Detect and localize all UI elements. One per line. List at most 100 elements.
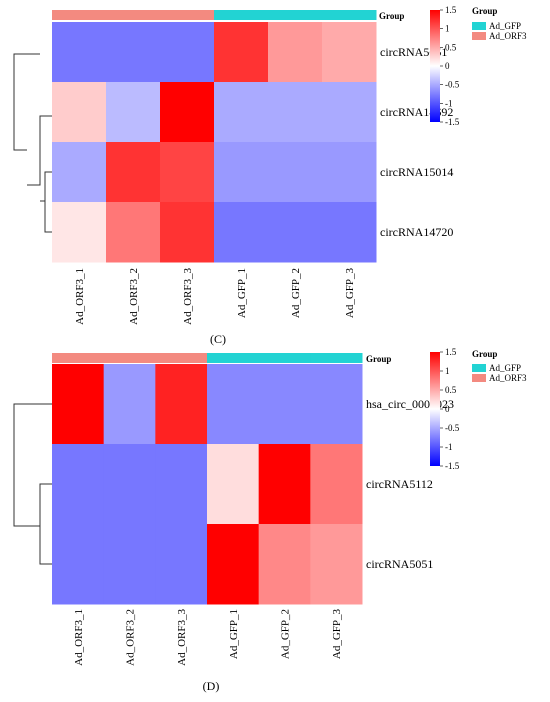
heatmap-cell xyxy=(160,82,215,143)
heatmap-cell xyxy=(322,202,377,263)
heatmap-cell xyxy=(52,22,107,83)
column-label: Ad_ORF3_1 xyxy=(73,609,85,666)
colorbar-tick-label: -1.5 xyxy=(445,117,460,127)
heatmap-cell xyxy=(106,22,161,83)
row-dendrogram-branch xyxy=(40,171,52,202)
group-bar-cell xyxy=(207,353,260,363)
group-bar-cell xyxy=(52,353,105,363)
colorbar-tick-label: -1.5 xyxy=(445,461,460,471)
heatmap-cell xyxy=(322,142,377,203)
colorbar-tick-label: -0.5 xyxy=(445,80,460,90)
heatmap-cell xyxy=(155,444,208,525)
heatmap-cell xyxy=(155,524,208,605)
group-bar-cell xyxy=(268,10,323,20)
group-bar-cell xyxy=(155,353,208,363)
row-dendrogram-branch xyxy=(13,53,40,151)
row-dendrogram-branch xyxy=(39,483,52,565)
heatmap-cell xyxy=(52,444,105,525)
legend-label: Ad_ORF3 xyxy=(489,31,527,41)
colorbar-tick-label: 1 xyxy=(445,366,450,376)
heatmap-cell xyxy=(52,364,105,445)
column-label: Ad_GFP_2 xyxy=(280,609,292,659)
column-label: Ad_ORF3_3 xyxy=(176,609,188,666)
heatmap-cell xyxy=(214,202,269,263)
heatmap-cell xyxy=(310,364,363,445)
colorbar-tick-label: 1.5 xyxy=(445,347,457,357)
heatmap-cell xyxy=(268,82,323,143)
row-dendrogram-branch xyxy=(13,403,52,527)
group-bar-cell xyxy=(160,10,215,20)
colorbar xyxy=(430,10,440,122)
group-bar-cell xyxy=(106,10,161,20)
colorbar-tick-label: -1 xyxy=(445,442,453,452)
heatmap-cell xyxy=(160,142,215,203)
column-label: Ad_GFP_3 xyxy=(331,609,343,660)
heatmap-cell xyxy=(155,364,208,445)
row-label: circRNA14692 xyxy=(380,105,453,119)
heatmap-cell xyxy=(160,202,215,263)
group-bar-cell xyxy=(214,10,269,20)
panel-label: (D) xyxy=(203,679,220,693)
group-bar-cell xyxy=(258,353,311,363)
heatmap-cell xyxy=(106,142,161,203)
colorbar-tick-label: 0 xyxy=(445,61,450,71)
colorbar-tick-label: -0.5 xyxy=(445,423,460,433)
heatmap-cell xyxy=(322,22,377,83)
heatmap-cell xyxy=(103,444,156,525)
heatmap-cell xyxy=(214,142,269,203)
group-bar-cell xyxy=(310,353,363,363)
heatmap-cell xyxy=(106,82,161,143)
legend-swatch xyxy=(472,364,486,372)
heatmap-cell xyxy=(207,524,260,605)
column-label: Ad_GFP_3 xyxy=(344,268,356,319)
group-bar-cell xyxy=(103,353,156,363)
legend-swatch xyxy=(472,22,486,30)
heatmap-cell xyxy=(103,364,156,445)
colorbar-tick-label: 1.5 xyxy=(445,5,457,15)
legend-label: Ad_GFP xyxy=(489,21,521,31)
colorbar xyxy=(430,352,440,466)
colorbar-tick-label: 0.5 xyxy=(445,385,457,395)
heatmap-cell xyxy=(207,364,260,445)
heatmap-cell xyxy=(52,202,107,263)
heatmap-cell xyxy=(268,142,323,203)
column-label: Ad_GFP_2 xyxy=(290,268,302,318)
heatmap-cell xyxy=(103,524,156,605)
colorbar-tick-label: 0 xyxy=(445,404,450,414)
row-dendrogram-branch xyxy=(44,172,52,233)
heatmap-cell xyxy=(52,82,107,143)
column-label: Ad_ORF3_2 xyxy=(128,268,140,325)
group-bar-cell xyxy=(322,10,377,20)
column-label: Ad_ORF3_1 xyxy=(74,268,86,325)
panel-label: (C) xyxy=(210,332,226,346)
row-label: circRNA15014 xyxy=(380,165,453,179)
heatmap-panel-0: GroupcircRNA5051circRNA14692circRNA15014… xyxy=(13,5,527,346)
heatmap-cell xyxy=(52,142,107,203)
heatmap-cell xyxy=(322,82,377,143)
heatmap-cell xyxy=(214,82,269,143)
legend-title: Group xyxy=(472,6,497,16)
legend-swatch xyxy=(472,32,486,40)
heatmap-cell xyxy=(268,202,323,263)
heatmap-panel-1: Grouphsa_circ_0001023circRNA5112circRNA5… xyxy=(13,347,527,693)
group-bar-title: Group xyxy=(366,354,391,364)
heatmap-cell xyxy=(310,444,363,525)
row-label: circRNA5051 xyxy=(366,557,433,571)
group-bar-title: Group xyxy=(379,11,404,21)
column-label: Ad_GFP_1 xyxy=(236,268,248,318)
column-label: Ad_GFP_1 xyxy=(228,609,240,659)
legend-label: Ad_ORF3 xyxy=(489,373,527,383)
legend-title: Group xyxy=(472,349,497,359)
heatmap-cell xyxy=(207,444,260,525)
heatmap-cell xyxy=(268,22,323,83)
row-dendrogram-branch xyxy=(27,115,52,186)
heatmap-cell xyxy=(52,524,105,605)
column-label: Ad_ORF3_2 xyxy=(125,609,137,666)
legend-swatch xyxy=(472,374,486,382)
colorbar-tick-label: 0.5 xyxy=(445,42,457,52)
row-label: circRNA14720 xyxy=(380,225,453,239)
colorbar-tick-label: -1 xyxy=(445,98,453,108)
column-label: Ad_ORF3_3 xyxy=(182,268,194,325)
heatmap-cell xyxy=(258,444,311,525)
